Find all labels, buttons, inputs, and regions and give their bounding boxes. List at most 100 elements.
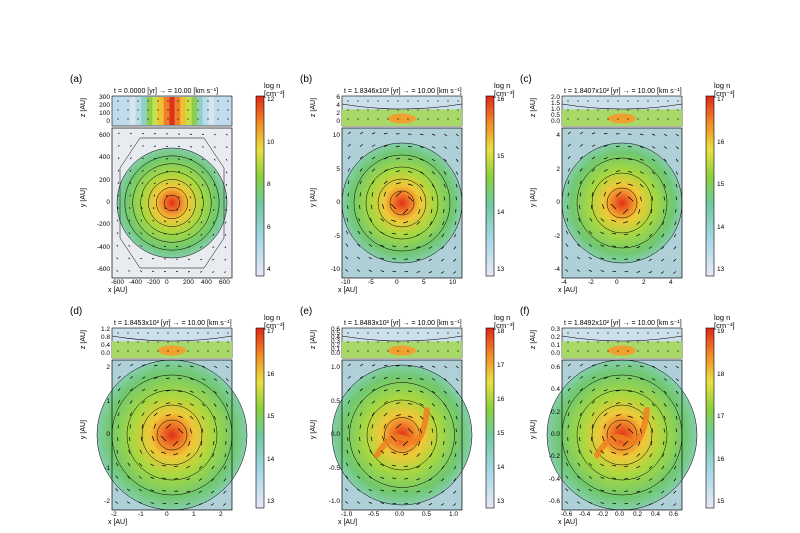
velocity-vector — [416, 465, 421, 469]
y-tick-label: 0 — [106, 431, 110, 438]
z-vector — [367, 118, 369, 120]
velocity-vector — [611, 232, 617, 235]
z-vector — [207, 332, 209, 334]
velocity-vector — [639, 171, 644, 174]
colorbar-tick-label: 12 — [267, 96, 275, 103]
z-vector — [617, 100, 619, 102]
velocity-vector — [153, 182, 156, 185]
colorbar-title: log n [cm⁻³] — [714, 82, 735, 98]
y-tick-label: 0 — [106, 199, 110, 206]
velocity-vector — [383, 191, 387, 197]
velocity-vector — [591, 156, 596, 160]
contour-line — [156, 187, 188, 219]
z-vector — [137, 118, 139, 120]
x-axis-label: x [AU] — [558, 287, 578, 294]
x-tick-label: 0 — [165, 511, 169, 518]
contour-line — [365, 166, 439, 240]
velocity-vector — [623, 453, 629, 456]
colorbar-tick-label: 16 — [497, 96, 505, 103]
z-vector — [227, 100, 229, 102]
velocity-vector — [612, 477, 617, 479]
colorbar-title-line: log n — [494, 81, 511, 90]
velocity-vector — [416, 478, 421, 481]
velocity-vector — [639, 403, 644, 406]
z-vector — [587, 109, 589, 111]
colorbar-tick-label: 13 — [497, 266, 505, 273]
velocity-vector — [636, 503, 641, 505]
velocity-vector — [117, 169, 120, 172]
velocity-vector — [579, 192, 581, 197]
y-tick-label: -4 — [554, 266, 560, 273]
z-vector — [577, 341, 579, 343]
velocity-vector — [187, 258, 191, 260]
velocity-vector — [639, 196, 643, 202]
velocity-vector — [177, 196, 180, 199]
velocity-vector — [455, 146, 459, 150]
velocity-vector — [160, 435, 167, 442]
velocity-vector — [588, 231, 593, 235]
z-vector — [357, 350, 359, 352]
velocity-vector — [431, 415, 435, 420]
x-tick-label: -0.5 — [368, 511, 380, 518]
velocity-vector — [212, 271, 215, 273]
time-text: t = 1.8483x10² [yr] — [344, 320, 401, 327]
velocity-vector — [576, 256, 581, 260]
velocity-vector — [623, 465, 629, 468]
colorbar-tick-label: 16 — [717, 138, 725, 146]
velocity-vector — [611, 464, 617, 467]
z-vector — [127, 118, 129, 120]
velocity-vector — [117, 375, 121, 379]
velocity-vector — [165, 183, 169, 185]
velocity-vector — [225, 415, 228, 420]
velocity-vector — [347, 412, 350, 417]
velocity-vector — [117, 219, 119, 222]
contour-line — [389, 190, 415, 216]
velocity-vector — [404, 246, 409, 248]
velocity-vector — [419, 390, 424, 393]
velocity-vector — [346, 449, 349, 454]
spiral-arm — [374, 407, 430, 458]
contour-line — [576, 389, 668, 481]
z-axis-label: z [AU] — [310, 330, 317, 350]
velocity-vector — [602, 436, 605, 442]
velocity-vector — [591, 400, 596, 404]
velocity-vector — [392, 477, 397, 479]
velocity-vector — [368, 463, 373, 467]
velocity-vector — [345, 462, 349, 467]
colorbar — [705, 95, 715, 277]
velocity-vector — [140, 219, 143, 222]
velocity-vector — [589, 217, 593, 222]
velocity-vector — [150, 450, 155, 454]
z-vector — [207, 118, 209, 120]
velocity-vector — [455, 378, 459, 382]
velocity-vector — [153, 377, 158, 379]
velocity-vector — [453, 490, 457, 494]
velocity-vector — [662, 453, 665, 458]
velocity-vector — [224, 453, 227, 458]
z-vector — [117, 109, 119, 111]
velocity-vector — [660, 258, 665, 262]
velocity-vector — [141, 145, 144, 147]
velocity-vector — [588, 476, 593, 479]
velocity-vector — [651, 428, 654, 433]
y-tick-label: 0.4 — [550, 386, 560, 394]
contour-line — [366, 399, 438, 471]
z-vector — [367, 341, 369, 343]
velocity-vector — [673, 258, 677, 262]
z-vector — [647, 332, 649, 334]
velocity-vector — [603, 132, 608, 135]
velocity-vector — [615, 423, 622, 429]
z-vector — [447, 341, 449, 343]
velocity-vector — [567, 388, 571, 392]
y-tick-label: 600 — [99, 132, 110, 139]
z-vector — [127, 332, 129, 334]
z-vector — [647, 118, 649, 120]
velocity-vector — [600, 450, 605, 454]
velocity-vector — [128, 257, 131, 260]
colorbar-title-line: [cm⁻³] — [264, 321, 285, 330]
x-tick-label: -4 — [561, 279, 567, 286]
y-tick-label: -400 — [96, 243, 110, 251]
velocity-vector — [429, 221, 433, 226]
z-vector — [377, 341, 379, 343]
velocity-vector — [453, 246, 457, 250]
